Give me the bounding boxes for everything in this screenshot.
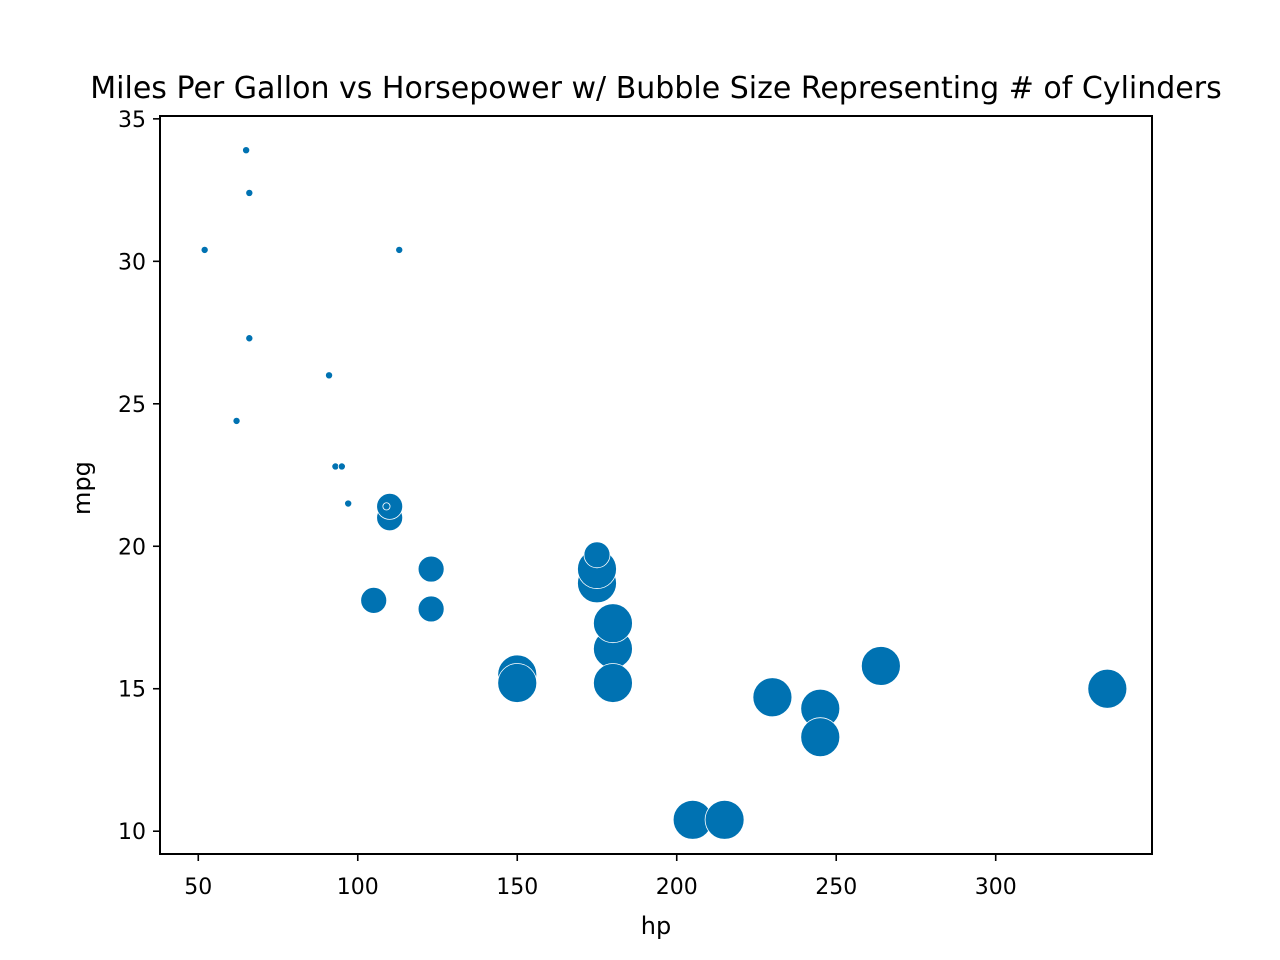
data-point — [752, 677, 793, 718]
data-point — [1087, 668, 1128, 709]
data-point — [360, 587, 388, 614]
data-point — [245, 334, 254, 343]
data-point — [200, 245, 209, 254]
data-point — [417, 555, 445, 583]
x-tick-label: 300 — [975, 875, 1017, 900]
data-point — [583, 541, 611, 569]
data-point — [325, 371, 334, 380]
data-point — [232, 416, 241, 425]
x-tick-label: 250 — [815, 875, 857, 900]
y-tick-label: 30 — [118, 250, 146, 275]
x-axis-label: hp — [641, 912, 671, 940]
y-tick-label: 15 — [118, 678, 146, 703]
data-point — [395, 245, 404, 254]
data-point — [704, 799, 745, 840]
x-axis: 50 100 150 200 250 300 — [184, 854, 1017, 900]
y-tick-label: 35 — [118, 108, 146, 133]
points-layer — [200, 146, 1128, 840]
data-point — [382, 502, 391, 511]
data-point — [242, 146, 251, 155]
x-tick-label: 200 — [656, 875, 698, 900]
x-tick-label: 100 — [337, 875, 379, 900]
data-point — [593, 603, 633, 644]
chart-title: Miles Per Gallon vs Horsepower w/ Bubble… — [90, 71, 1221, 106]
data-point — [337, 462, 346, 471]
plot-frame — [159, 115, 1153, 855]
data-point — [417, 595, 445, 623]
data-point — [860, 646, 901, 686]
data-point — [245, 188, 254, 197]
y-tick-label: 25 — [118, 393, 146, 418]
x-tick-label: 50 — [184, 875, 212, 900]
x-tick-label: 150 — [496, 875, 538, 900]
y-axis-label: mpg — [68, 461, 96, 515]
y-tick-label: 20 — [118, 535, 146, 560]
y-tick-label: 10 — [118, 820, 146, 845]
data-point — [344, 499, 353, 508]
data-point — [497, 663, 538, 703]
data-point — [800, 717, 841, 758]
y-axis: 10 15 20 25 30 35 — [118, 108, 160, 845]
data-point — [593, 663, 633, 703]
